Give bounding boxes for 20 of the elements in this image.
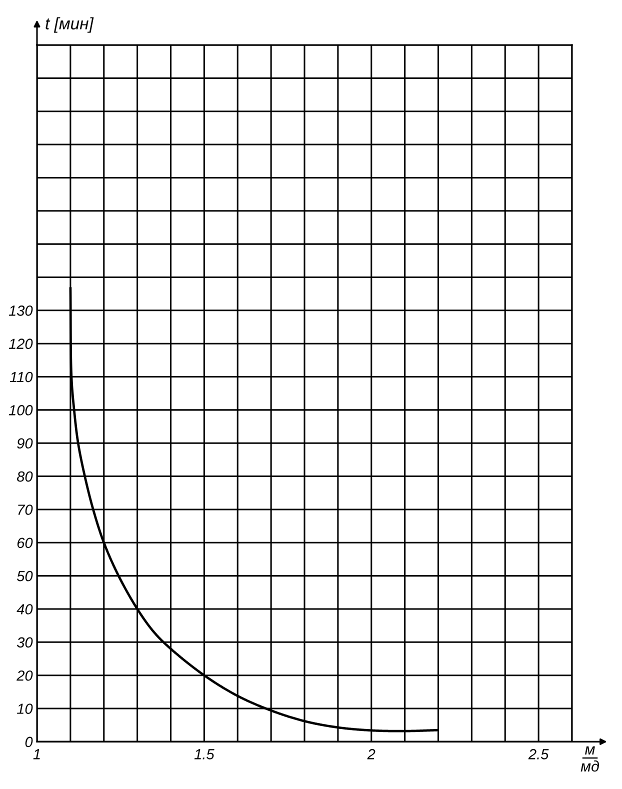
x-tick-label: 1: [33, 749, 40, 760]
y-tick-label: 120: [8, 338, 33, 350]
y-tick-label: 90: [17, 438, 33, 449]
y-tick-label: 130: [8, 306, 33, 316]
y-tick-label: 60: [17, 538, 33, 548]
x-tick-label: 2: [367, 749, 376, 760]
x-tick-label: 1.5: [194, 749, 214, 760]
y-tick-label: 80: [17, 471, 33, 482]
y-tick-label: 10: [16, 704, 33, 714]
x-tick-label: 2.5: [528, 749, 549, 760]
y-tick-label: 110: [10, 372, 33, 382]
y-tick-label: 70: [18, 504, 33, 515]
y-tick-label: 100: [8, 405, 33, 416]
y-tick-label: 30: [16, 637, 33, 648]
y-tick-label: 20: [16, 670, 33, 681]
y-tick-label: 50: [16, 570, 33, 582]
y-axis-title: t [мин]: [46, 17, 94, 33]
y-tick-label: 40: [16, 604, 33, 614]
y-tick-label: 0: [25, 736, 33, 748]
x-axis-title: м мд: [580, 746, 599, 772]
